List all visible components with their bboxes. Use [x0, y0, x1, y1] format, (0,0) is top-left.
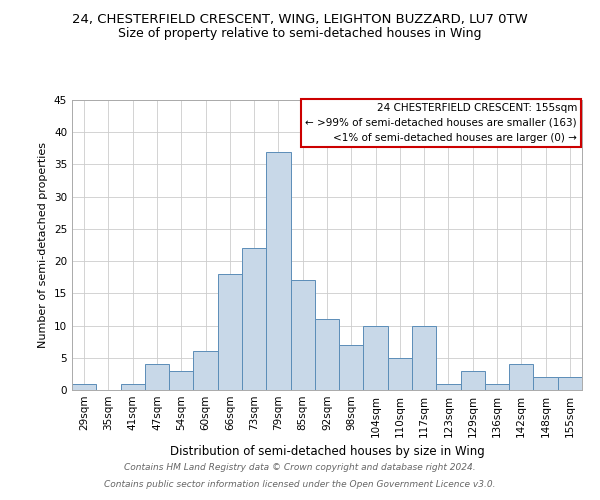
Bar [218, 274, 242, 390]
Bar [533, 377, 558, 390]
X-axis label: Distribution of semi-detached houses by size in Wing: Distribution of semi-detached houses by … [170, 446, 484, 458]
Bar [364, 326, 388, 390]
Bar [412, 326, 436, 390]
Text: Contains HM Land Registry data © Crown copyright and database right 2024.: Contains HM Land Registry data © Crown c… [124, 464, 476, 472]
Text: 24 CHESTERFIELD CRESCENT: 155sqm
← >99% of semi-detached houses are smaller (163: 24 CHESTERFIELD CRESCENT: 155sqm ← >99% … [305, 103, 577, 142]
Bar [145, 364, 169, 390]
Bar [461, 370, 485, 390]
Text: 24, CHESTERFIELD CRESCENT, WING, LEIGHTON BUZZARD, LU7 0TW: 24, CHESTERFIELD CRESCENT, WING, LEIGHTO… [72, 12, 528, 26]
Bar [169, 370, 193, 390]
Y-axis label: Number of semi-detached properties: Number of semi-detached properties [38, 142, 49, 348]
Text: Contains public sector information licensed under the Open Government Licence v3: Contains public sector information licen… [104, 480, 496, 489]
Bar [388, 358, 412, 390]
Bar [72, 384, 96, 390]
Text: Size of property relative to semi-detached houses in Wing: Size of property relative to semi-detach… [118, 28, 482, 40]
Bar [242, 248, 266, 390]
Bar [558, 377, 582, 390]
Bar [485, 384, 509, 390]
Bar [193, 352, 218, 390]
Bar [121, 384, 145, 390]
Bar [509, 364, 533, 390]
Bar [290, 280, 315, 390]
Bar [266, 152, 290, 390]
Bar [436, 384, 461, 390]
Bar [339, 345, 364, 390]
Bar [315, 319, 339, 390]
